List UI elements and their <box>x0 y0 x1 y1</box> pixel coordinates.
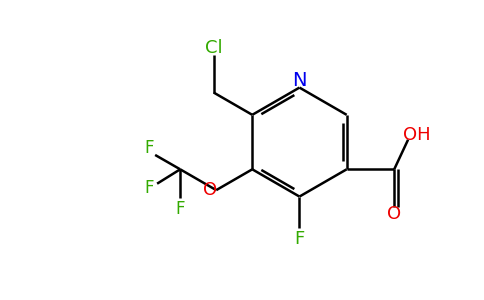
Text: F: F <box>176 200 185 218</box>
Text: O: O <box>203 181 217 199</box>
Text: Cl: Cl <box>205 39 223 57</box>
Text: F: F <box>294 230 304 248</box>
Text: N: N <box>292 71 307 90</box>
Text: OH: OH <box>403 126 431 144</box>
Text: F: F <box>144 178 154 196</box>
Text: F: F <box>144 139 154 157</box>
Text: O: O <box>387 205 401 223</box>
